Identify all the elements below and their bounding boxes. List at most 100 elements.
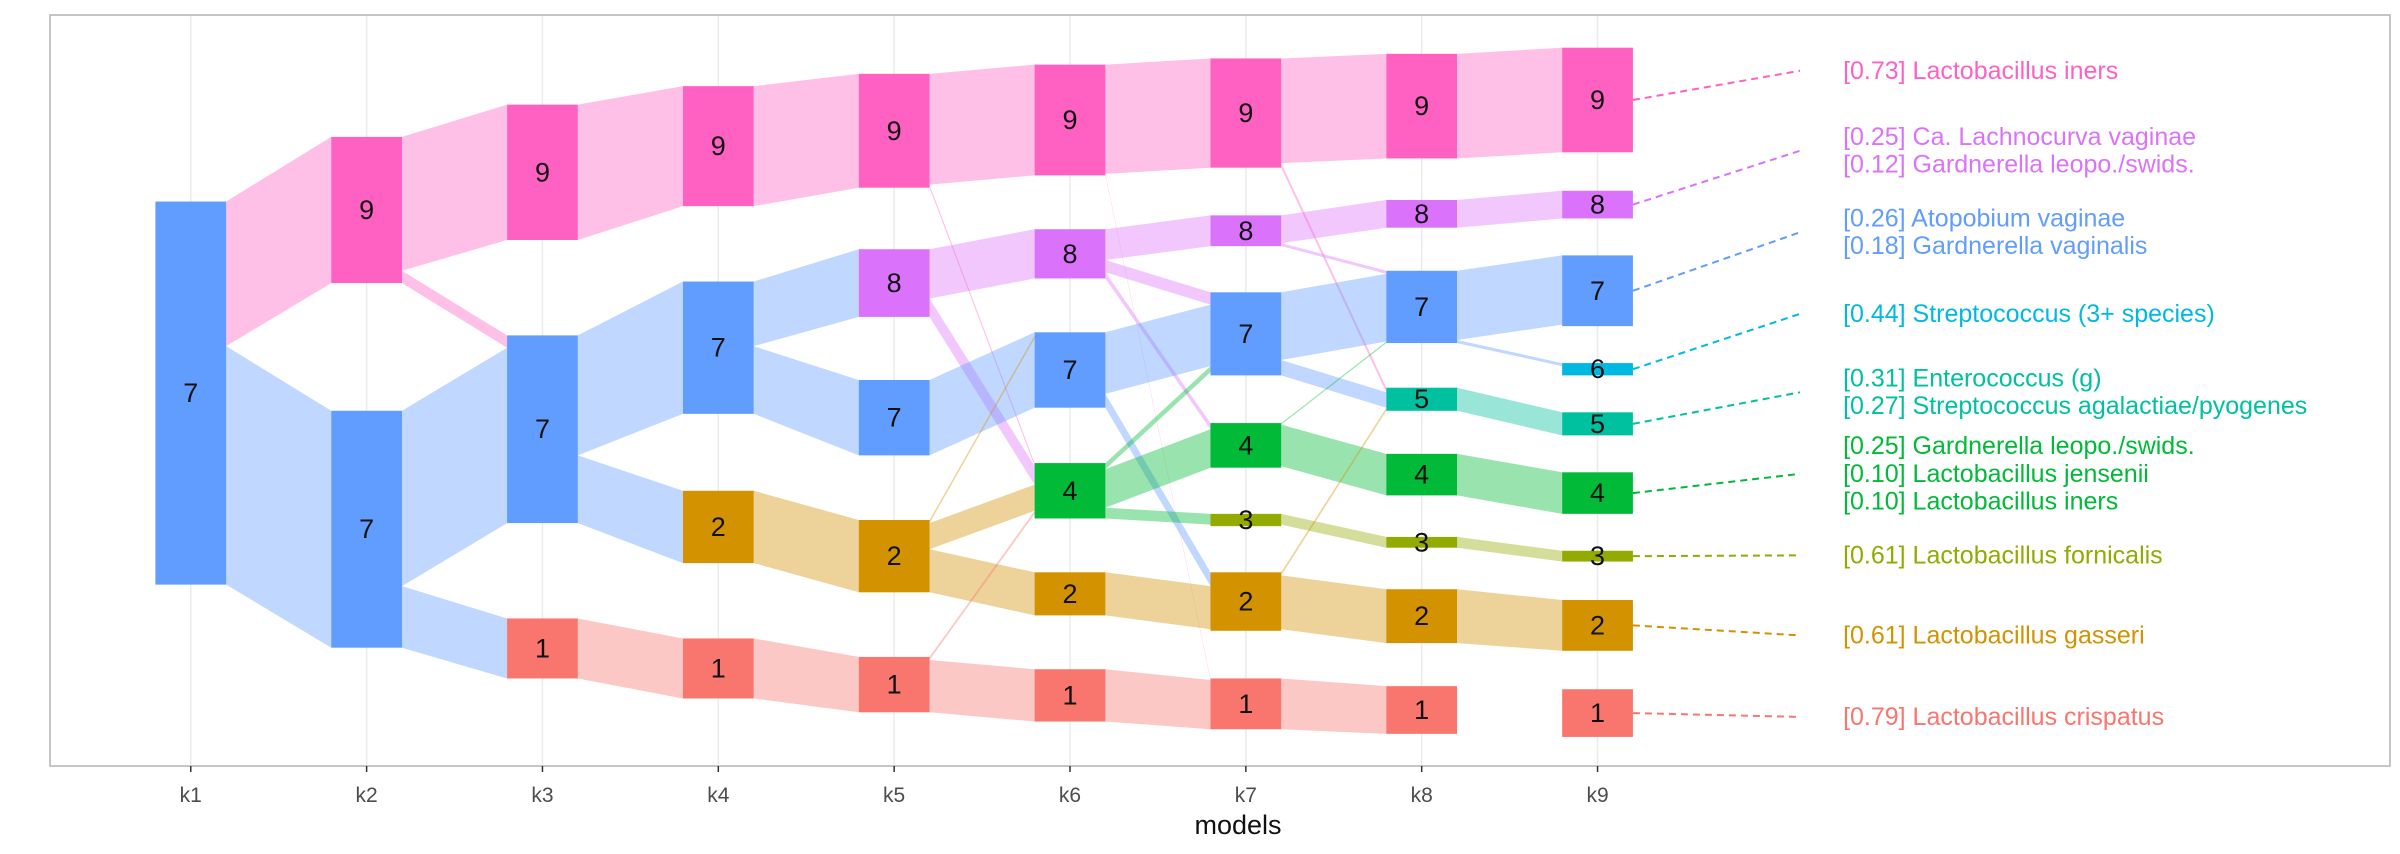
node-label-k5-topic-8: 8 (887, 268, 902, 298)
x-tick-label-k4: k4 (707, 784, 730, 807)
node-k9-topic-1 (1562, 689, 1633, 737)
flow-k6-k7-topic-1-37 (1105, 669, 1211, 730)
flow-k6-k7-topic-8-30 (1105, 272, 1211, 430)
node-label-k8-topic-2: 2 (1414, 601, 1429, 631)
node-k8-topic-8 (1386, 200, 1458, 228)
node-k4-topic-2 (682, 490, 754, 564)
legend-label-topic-7-0: [0.26] Atopobium vaginae (1843, 204, 2125, 232)
node-label-k9-topic-6: 6 (1590, 354, 1605, 384)
node-label-k9-topic-2: 2 (1590, 610, 1605, 640)
legend-connector-topic-4 (1632, 472, 1801, 495)
node-k7-topic-7 (1210, 292, 1282, 376)
flow-k1-k2-topic-9-0 (226, 136, 332, 347)
legend-label-topic-4-1: [0.10] Lactobacillus jensenii (1843, 460, 2149, 488)
flow-k5-k6-topic-7-20 (929, 335, 1035, 456)
node-k4-topic-1 (682, 638, 754, 699)
flow-k7-k8-topic-8-41 (1281, 243, 1387, 274)
flow-k6-k7-topic-7-31 (1105, 304, 1211, 394)
node-k6-topic-8 (1034, 229, 1106, 279)
node-k1-topic-7 (155, 201, 227, 585)
legend-connector-topic-2 (1632, 624, 1801, 637)
node-label-k9-topic-3: 3 (1590, 541, 1605, 571)
flow-k5-k6-topic-2-22 (929, 484, 1035, 550)
node-label-k6-topic-4: 4 (1062, 476, 1077, 506)
flow-k4-k5-topic-7-11 (753, 249, 859, 347)
flow-k2-k3-topic-9-3 (402, 270, 508, 348)
node-label-k8-topic-8: 8 (1414, 199, 1429, 229)
node-k9-topic-9 (1562, 47, 1633, 153)
legend-label-topic-2-0: [0.61] Lactobacillus gasseri (1843, 621, 2145, 649)
node-label-k2-topic-7: 7 (359, 514, 374, 544)
node-label-k7-topic-8: 8 (1238, 216, 1253, 246)
node-label-k9-topic-5: 5 (1590, 409, 1605, 439)
flow-k7-k8-topic-4-45 (1281, 424, 1387, 496)
flow-k6-k7-topic-7-32 (1105, 393, 1211, 587)
node-label-k8-topic-4: 4 (1414, 460, 1429, 490)
node-label-k4-topic-1: 1 (711, 653, 726, 683)
flow-k7-k8-topic-7-42 (1281, 273, 1387, 360)
node-k5-topic-2 (858, 520, 930, 593)
flow-k8-k9-topic-5-54 (1457, 387, 1563, 436)
node-label-k5-topic-7: 7 (887, 403, 902, 433)
flow-k3-k4-topic-9-6 (577, 86, 683, 241)
node-k7-topic-9 (1210, 58, 1282, 168)
legend-label-topic-1-0: [0.79] Lactobacillus crispatus (1843, 703, 2164, 731)
flow-k7-k8-topic-9-39 (1281, 163, 1387, 393)
legend-label-topic-3-0: [0.61] Lactobacillus fornicalis (1843, 541, 2163, 569)
flow-k5-k6-topic-8-18 (929, 298, 1035, 485)
x-tick-label-k8: k8 (1411, 784, 1433, 807)
node-k3-topic-1 (507, 618, 578, 679)
node-k7-topic-3 (1210, 513, 1282, 527)
legend-connector-topic-8 (1632, 149, 1801, 206)
x-tick-label-k5: k5 (883, 784, 905, 807)
node-label-k3-topic-1: 1 (535, 633, 550, 663)
flow-k2-k3-topic-7-5 (402, 586, 508, 679)
node-k9-topic-5 (1562, 412, 1633, 436)
legend-label-topic-7-1: [0.18] Gardnerella vaginalis (1843, 232, 2147, 260)
flow-k2-k3-topic-9-2 (402, 104, 508, 271)
x-tick-label-k3: k3 (531, 784, 553, 807)
x-tick-label-k7: k7 (1235, 784, 1257, 807)
legend-label-topic-9-0: [0.73] Lactobacillus iners (1843, 57, 2118, 85)
node-label-k7-topic-1: 1 (1238, 689, 1253, 719)
node-label-k7-topic-3: 3 (1238, 505, 1253, 535)
node-label-k6-topic-7: 7 (1062, 355, 1077, 385)
node-label-k7-topic-9: 9 (1238, 98, 1253, 128)
node-k6-topic-1 (1034, 669, 1106, 722)
flow-k4-k5-topic-1-14 (753, 638, 859, 713)
node-label-k4-topic-2: 2 (711, 512, 726, 542)
node-k6-topic-2 (1034, 572, 1106, 616)
flow-k6-k7-topic-9-26 (1105, 58, 1211, 174)
node-k5-topic-9 (858, 73, 930, 188)
flows (226, 47, 1563, 734)
node-k4-topic-9 (682, 86, 754, 207)
legend-connector-topic-9 (1632, 69, 1801, 101)
x-tick-label-k2: k2 (356, 784, 378, 807)
node-label-k8-topic-7: 7 (1414, 292, 1429, 322)
node-k8-topic-1 (1386, 686, 1458, 734)
node-label-k9-topic-7: 7 (1590, 276, 1605, 306)
node-k9-topic-2 (1562, 600, 1633, 651)
flow-k8-k9-topic-2-57 (1457, 589, 1563, 651)
node-label-k8-topic-1: 1 (1414, 695, 1429, 725)
node-label-k6-topic-1: 1 (1062, 680, 1077, 710)
legend-connector-topic-6 (1632, 312, 1801, 371)
node-k7-topic-8 (1210, 215, 1282, 247)
node-k8-topic-7 (1386, 270, 1458, 344)
flow-k6-k7-topic-8-29 (1105, 260, 1211, 305)
node-label-k8-topic-5: 5 (1414, 384, 1429, 414)
flow-k7-k8-topic-8-40 (1281, 200, 1387, 244)
node-label-k8-topic-9: 9 (1414, 91, 1429, 121)
node-k3-topic-9 (507, 104, 578, 240)
legend-label-topic-8-0: [0.25] Ca. Lachnocurva vaginae (1843, 123, 2196, 151)
node-label-k6-topic-2: 2 (1062, 579, 1077, 609)
legend-connector-topic-5 (1632, 391, 1801, 425)
node-label-k7-topic-2: 2 (1238, 587, 1253, 617)
node-label-k6-topic-9: 9 (1062, 105, 1077, 135)
node-k9-topic-7 (1562, 255, 1633, 327)
legend-connector-topic-1 (1632, 712, 1801, 718)
flow-k6-k7-topic-4-34 (1105, 429, 1211, 508)
flow-k7-k8-topic-2-47 (1281, 407, 1387, 576)
node-k7-topic-4 (1210, 423, 1282, 468)
